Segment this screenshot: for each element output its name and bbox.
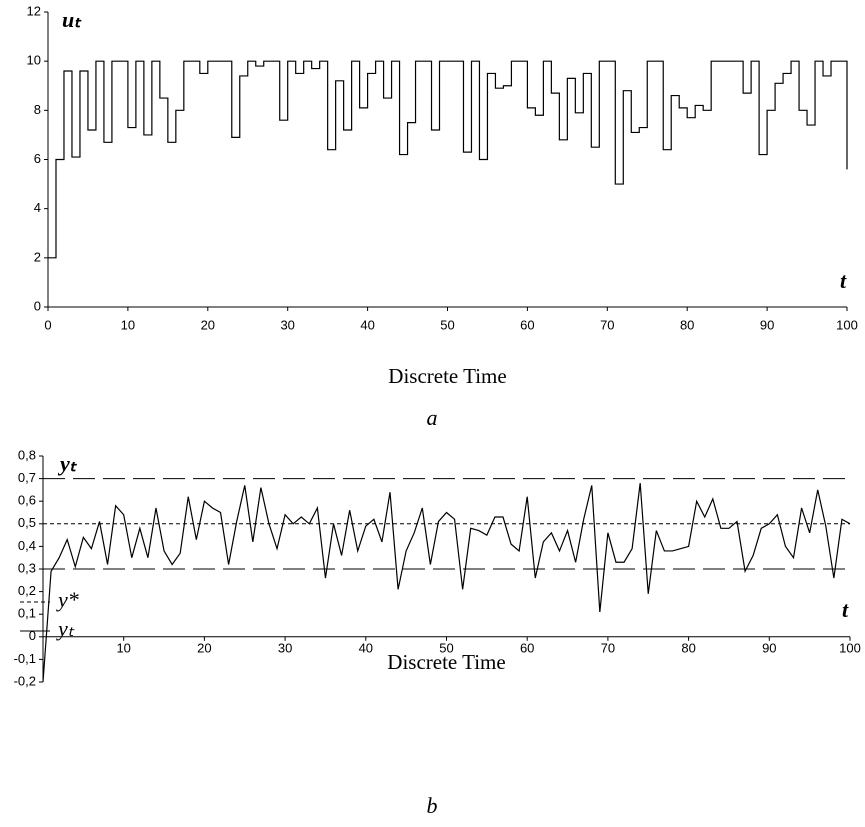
x-tick-label: 60 — [520, 317, 534, 332]
y-tick-label: -0,2 — [14, 673, 36, 688]
x-tick-label: 60 — [520, 640, 534, 655]
x-tick-label: 70 — [600, 317, 614, 332]
x-tick-label: 90 — [762, 640, 776, 655]
x-tick-label: 90 — [760, 317, 774, 332]
x-tick-label: 100 — [839, 640, 861, 655]
x-tick-label: 20 — [201, 317, 215, 332]
x-tick-label: 80 — [681, 640, 695, 655]
x-tick-label: 30 — [278, 640, 292, 655]
x-tick-label: 20 — [197, 640, 211, 655]
y-tick-label: 0,8 — [18, 447, 36, 462]
y-tick-label: 0,5 — [18, 515, 36, 530]
x-tick-label: 80 — [680, 317, 694, 332]
step-line — [48, 60, 848, 259]
x-tick-label: 50 — [440, 317, 454, 332]
y-annotation: yₜ — [57, 451, 78, 476]
y-tick-label: 0,7 — [18, 470, 36, 485]
x-tick-label: 40 — [360, 317, 374, 332]
x-tick-label: 70 — [601, 640, 615, 655]
y-tick-label: 0,2 — [18, 583, 36, 598]
x-axis-label: Discrete Time — [387, 650, 505, 674]
x-annotation: t — [840, 268, 847, 293]
x-tick-label: 50 — [439, 640, 453, 655]
caption: b — [427, 793, 438, 818]
y-tick-label: 0,1 — [18, 606, 36, 621]
y-annotation: uₜ — [62, 7, 82, 32]
y-tick-label: -0,1 — [14, 651, 36, 666]
caption: a — [427, 405, 438, 430]
x-tick-label: 10 — [121, 317, 135, 332]
x-annotation: t — [842, 597, 849, 622]
y-tick-label: 0,6 — [18, 493, 36, 508]
x-tick-label: 0 — [44, 317, 51, 332]
y-tick-label: 0 — [29, 628, 36, 643]
y-tick-label: 0,4 — [18, 538, 36, 553]
y-tick-label: 8 — [34, 102, 41, 117]
y-tick-label: 2 — [34, 249, 41, 264]
y-tick-label: 0,3 — [18, 560, 36, 575]
data-line — [42, 483, 851, 683]
x-tick-label: 40 — [359, 640, 373, 655]
y-tick-label: 10 — [27, 53, 41, 68]
legend-label: y* — [56, 587, 79, 612]
x-tick-label: 10 — [116, 640, 130, 655]
x-axis-label: Discrete Time — [388, 364, 506, 388]
y-tick-label: 4 — [34, 200, 41, 215]
y-tick-label: 12 — [27, 3, 41, 18]
x-tick-label: 30 — [280, 317, 294, 332]
y-tick-label: 0 — [34, 298, 41, 313]
legend-label: yₜ — [56, 616, 75, 641]
x-tick-label: 100 — [836, 317, 858, 332]
y-tick-label: 6 — [34, 151, 41, 166]
